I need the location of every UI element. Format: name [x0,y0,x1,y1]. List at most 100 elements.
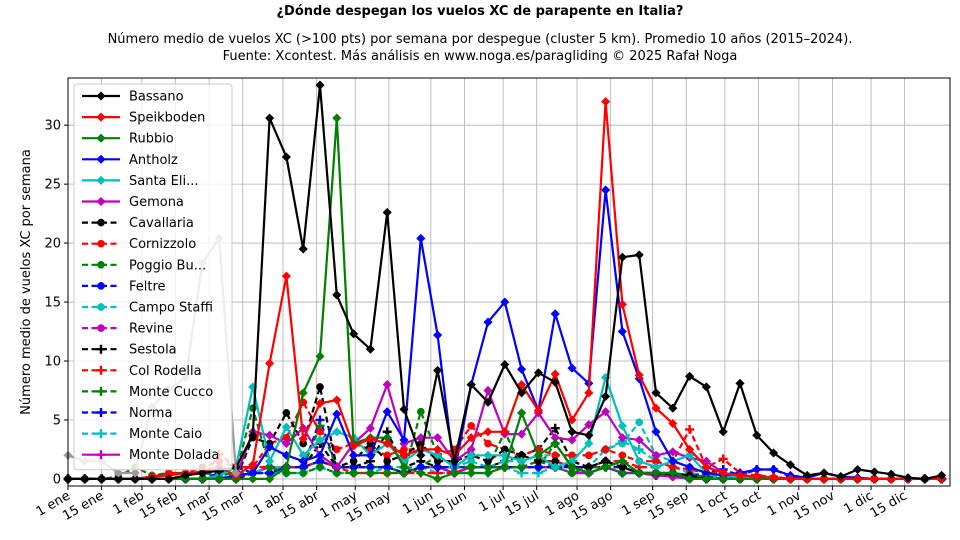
legend-item-bassano: Bassano [82,90,184,105]
data-point-santa-eli [550,462,560,472]
data-point-rubbio [617,456,628,466]
data-point-bassano [332,290,342,300]
legend-item-monte-caio: Monte Caio [82,427,202,442]
data-point-gemona [567,435,577,445]
data-point-gemona [264,430,275,440]
y-tick-label: 5 [53,413,61,428]
data-point-speikboden [500,427,510,437]
data-point-speikboden [332,395,342,405]
x-tick-label: 15 feb [137,488,180,522]
data-point-monte-caio [634,444,644,454]
data-point-cavallaria [316,383,324,391]
legend-marker [96,365,106,375]
data-point-speikboden [651,403,661,413]
data-point-rubbio [197,474,208,484]
data-point-antholz [567,363,577,373]
data-point-poggio-bu [416,407,425,416]
data-point-speikboden [600,96,611,107]
data-point-rubbio [684,474,695,484]
data-point-cornizzolo [467,422,476,430]
data-point-speikboden [668,418,678,429]
data-point-bassano [802,470,812,481]
legend: Bassano Speikboden Rubbio Antholz Santa Eli.… [73,83,233,471]
data-point-gemona [668,447,678,457]
data-point-rubbio [214,474,224,484]
data-point-speikboden [869,474,880,484]
data-point-speikboden [735,470,745,481]
data-point-poggio-bu [316,463,324,471]
legend-marker [96,429,106,439]
y-tick-label: 25 [44,178,61,193]
data-point-rubbio [264,474,275,484]
legend-item-santa-eli: Santa Eli... [82,174,199,189]
data-point-bassano [684,371,695,381]
data-point-gemona [365,423,376,433]
y-axis-label: Número medio de vuelos XC por semana [19,149,34,415]
data-point-antholz [332,409,342,419]
series-bassano [63,80,947,484]
data-point-antholz [550,309,560,319]
legend-item-revine: Revine [82,322,173,337]
data-point-rubbio [399,462,409,472]
y-tick-label: 0 [53,472,61,487]
legend-item-monte-cucco: Monte Cucco [82,385,213,400]
legend-marker [97,282,105,290]
data-point-santa-eli [617,421,628,431]
chart-subtitle: Número medio de vuelos XC (>100 pts) por… [0,31,960,65]
legend-marker [96,133,106,143]
data-point-rubbio [248,474,258,484]
data-point-bassano [533,368,544,378]
data-point-rubbio [567,462,577,472]
data-point-bassano [886,469,896,479]
data-point-bassano [735,378,745,389]
data-point-rubbio [668,468,678,478]
data-point-speikboden [752,471,762,482]
legend-item-sestola: Sestola [82,343,177,358]
data-point-antholz [348,450,359,460]
data-point-rubbio [634,468,644,478]
data-point-santa-eli [516,456,527,466]
data-point-sestola [550,423,560,433]
data-point-gemona [483,385,493,396]
data-point-antholz [500,297,510,307]
legend-item-gemona: Gemona [82,195,184,210]
legend-item-antholz: Antholz [82,153,178,168]
legend-marker [97,218,105,227]
data-point-speikboden [365,434,376,444]
data-point-gemona [332,462,342,472]
legend-label: Santa Eli... [129,174,199,189]
legend-label: Speikboden [129,111,205,126]
data-point-bassano [449,456,460,466]
data-point-bassano [869,467,880,477]
data-point-col-rodella [718,454,728,464]
x-tick-label: 15 jun [427,488,470,521]
data-point-antholz [617,326,628,337]
subtitle-line-1: Número medio de vuelos XC (>100 pts) por… [107,32,853,47]
data-point-antholz [399,435,409,445]
data-point-campo-staffi [635,418,644,427]
data-point-cornizzolo [584,451,593,460]
series-lines [63,80,947,484]
data-point-bassano [567,427,577,437]
data-point-rubbio [416,468,426,478]
legend-label: Cornizzolo [129,237,196,252]
legend-marker [97,324,105,332]
data-point-unlabeled-gray [231,468,241,478]
data-point-speikboden [483,427,493,437]
data-point-antholz [298,456,308,466]
data-point-poggio-bu [349,469,358,477]
legend-marker [96,196,106,207]
legend-marker [96,154,106,164]
data-point-bassano [936,470,947,481]
data-point-speikboden [248,460,258,470]
data-point-bassano [113,474,124,484]
data-point-rubbio [483,468,493,478]
data-point-bassano [600,391,611,402]
data-point-bassano [651,388,661,398]
chart-title: ¿Dónde despegan los vuelos XC de parapen… [276,4,684,19]
data-point-speikboden [852,474,863,484]
data-point-cavallaria [282,409,291,417]
legend-label: Monte Caio [129,427,202,442]
legend-label: Antholz [129,153,178,168]
subtitle-line-2: Fuente: Xcontest. Más análisis en www.no… [222,49,738,64]
